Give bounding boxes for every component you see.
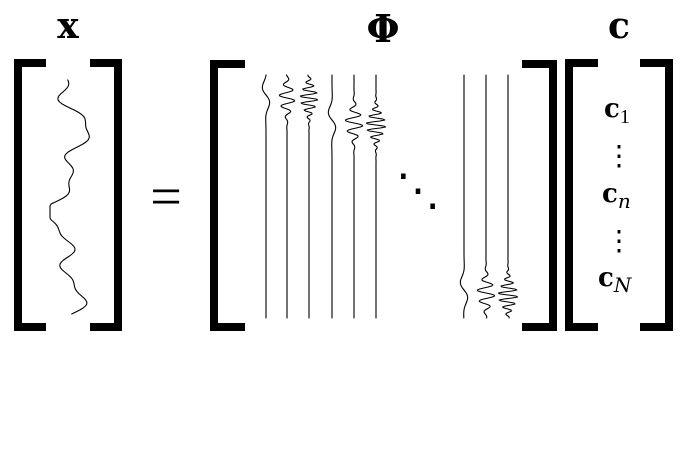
signal-vector [14,59,122,331]
left-bracket [210,60,245,331]
atom-waveform [459,74,469,319]
vertical-dots-lower: ⋮ [605,226,633,257]
coefficient-cN: cN [598,263,633,297]
atom-waveform [497,74,519,319]
atom-waveform [476,74,496,319]
coefficients-label: c [608,5,630,47]
left-bracket [14,59,46,331]
signal-waveform [49,79,90,315]
coefficient-cn: cn [602,179,631,213]
atom-waveform [261,74,271,319]
right-bracket [522,60,557,331]
atom-waveform [299,74,319,319]
atom-waveform [278,74,296,319]
atom-waveform [344,74,364,319]
coefficient-c1: c1 [604,94,630,128]
dictionary-atoms [261,74,519,319]
dictionary-matrix: ⋱ [210,60,557,331]
coefficient-vector: c1 ⋮ cn ⋮ cN [565,59,673,331]
vertical-dots-upper: ⋮ [605,141,633,172]
atom-waveform [365,74,387,319]
diagonal-dots: ⋱ [396,166,440,215]
right-bracket [640,59,673,331]
left-bracket [565,59,598,331]
signal-label: x [57,5,79,47]
equals-sign: = [150,166,182,228]
dictionary-label: Φ [366,6,399,51]
right-bracket [90,59,122,331]
atom-waveform [327,74,337,319]
